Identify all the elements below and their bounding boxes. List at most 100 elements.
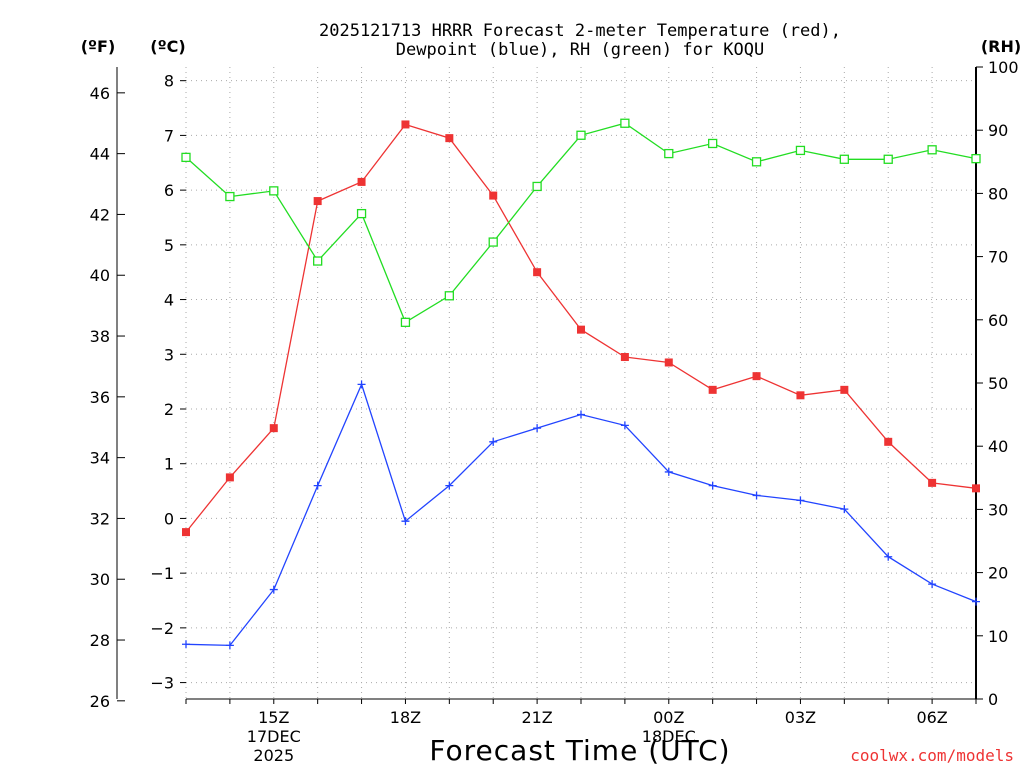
credit-text: coolwx.com/models bbox=[850, 746, 1014, 765]
dewpoint-point bbox=[972, 597, 980, 606]
c-tick-label: 7 bbox=[164, 126, 174, 145]
chart-title-line2: Dewpoint (blue), RH (green) for KOQU bbox=[396, 40, 764, 60]
rh-point bbox=[751, 157, 762, 167]
f-tick-label: 26 bbox=[90, 692, 110, 711]
rh-tick-label: 40 bbox=[988, 437, 1008, 456]
rh-tick-label: 70 bbox=[988, 248, 1008, 267]
rh-point bbox=[400, 317, 411, 327]
c-tick-label: −3 bbox=[150, 674, 174, 693]
x-tick-label: 18Z bbox=[390, 708, 421, 727]
dewpoint-point bbox=[840, 505, 849, 514]
temperature-point bbox=[313, 197, 322, 206]
c-tick-label: 2 bbox=[164, 400, 174, 419]
dewpoint-point bbox=[620, 421, 629, 430]
rh-point bbox=[620, 118, 630, 128]
rh-point bbox=[225, 191, 235, 202]
f-tick-label: 28 bbox=[90, 631, 110, 650]
temperature-point bbox=[840, 385, 849, 394]
rh-point bbox=[488, 237, 498, 247]
f-tick-label: 46 bbox=[90, 84, 110, 103]
c-tick-label: 6 bbox=[164, 181, 174, 200]
f-tick-label: 30 bbox=[90, 570, 110, 589]
dewpoint-point bbox=[225, 641, 234, 650]
f-tick-label: 36 bbox=[90, 388, 110, 407]
f-tick-label: 42 bbox=[90, 205, 110, 224]
temperature-point bbox=[182, 528, 190, 537]
f-tick-label: 40 bbox=[90, 266, 110, 285]
x-tick-year-label: 2025 bbox=[253, 746, 294, 765]
data-series bbox=[181, 118, 981, 650]
temperature-point bbox=[620, 353, 629, 362]
rh-point bbox=[795, 145, 806, 156]
x-tick-label: 15Z bbox=[258, 708, 289, 727]
rh-point bbox=[971, 153, 981, 164]
c-tick-label: −1 bbox=[150, 564, 174, 583]
rh-point bbox=[708, 138, 718, 149]
dewpoint-point bbox=[884, 552, 893, 561]
temperature-point bbox=[445, 134, 454, 143]
f-tick-label: 32 bbox=[90, 509, 110, 528]
dewpoint-point bbox=[533, 424, 542, 433]
temperature-point bbox=[884, 437, 893, 446]
temperature-point bbox=[708, 385, 717, 394]
temperature-point bbox=[401, 120, 410, 129]
x-tick-date-label: 17DEC bbox=[247, 727, 301, 746]
rh-point bbox=[313, 256, 323, 266]
dewpoint-point bbox=[401, 517, 410, 526]
dewpoint-point bbox=[269, 585, 278, 594]
temperature-point bbox=[357, 177, 366, 186]
x-tick-label: 03Z bbox=[785, 708, 816, 727]
rh-point bbox=[356, 208, 367, 219]
x-axis-label: Forecast Time (UTC) bbox=[429, 734, 730, 767]
dewpoint-point bbox=[752, 491, 761, 500]
rh-point bbox=[839, 154, 849, 164]
rh-point bbox=[269, 186, 279, 196]
rh-point bbox=[576, 130, 586, 140]
c-tick-label: 5 bbox=[164, 236, 174, 255]
temperature-point bbox=[489, 191, 498, 200]
rh-point bbox=[532, 181, 542, 192]
unit-label-rh: (RH) bbox=[981, 37, 1021, 56]
dewpoint-point bbox=[445, 481, 454, 490]
rh-point bbox=[444, 291, 454, 301]
c-tick-label: 8 bbox=[164, 72, 174, 91]
x-tick-label: 00Z bbox=[653, 708, 684, 727]
unit-label-f: (ºF) bbox=[81, 37, 116, 56]
temperature-point bbox=[577, 325, 585, 334]
dewpoint-point bbox=[664, 467, 673, 476]
rh-tick-label: 0 bbox=[988, 690, 998, 709]
dewpoint-point bbox=[313, 481, 322, 490]
c-tick-label: 0 bbox=[164, 509, 174, 528]
dewpoint-point bbox=[708, 481, 717, 490]
temperature-point bbox=[664, 358, 673, 367]
temperature-point bbox=[972, 484, 980, 493]
rh-tick-label: 20 bbox=[988, 564, 1008, 583]
x-tick-label: 21Z bbox=[521, 708, 552, 727]
rh-tick-label: 30 bbox=[988, 500, 1008, 519]
f-tick-label: 44 bbox=[90, 145, 110, 164]
dewpoint-point bbox=[796, 496, 805, 505]
rh-point bbox=[664, 148, 674, 159]
axes bbox=[116, 66, 983, 704]
c-tick-label: 4 bbox=[164, 291, 174, 310]
dewpoint-point bbox=[182, 640, 190, 649]
c-tick-label: −2 bbox=[150, 619, 174, 638]
rh-point bbox=[883, 154, 893, 164]
temperature-point bbox=[796, 391, 805, 400]
unit-label-c: (ºC) bbox=[150, 37, 185, 56]
c-tick-label: 3 bbox=[164, 345, 174, 364]
tick-labels: 2628303234363840424446−3−2−1012345678010… bbox=[90, 58, 1019, 765]
c-tick-label: 1 bbox=[164, 455, 174, 474]
rh-tick-label: 60 bbox=[988, 311, 1008, 330]
rh-tick-label: 100 bbox=[988, 58, 1019, 77]
x-tick-label: 06Z bbox=[916, 708, 947, 727]
rh-point bbox=[927, 145, 937, 155]
rh-tick-label: 10 bbox=[988, 627, 1008, 646]
temperature-point bbox=[928, 478, 937, 487]
temperature-point bbox=[269, 424, 278, 433]
f-tick-label: 34 bbox=[90, 449, 110, 468]
x-tick-date-label: 18DEC bbox=[642, 727, 696, 746]
temperature-point bbox=[225, 473, 234, 482]
chart-title-line1: 2025121713 HRRR Forecast 2-meter Tempera… bbox=[319, 21, 841, 41]
